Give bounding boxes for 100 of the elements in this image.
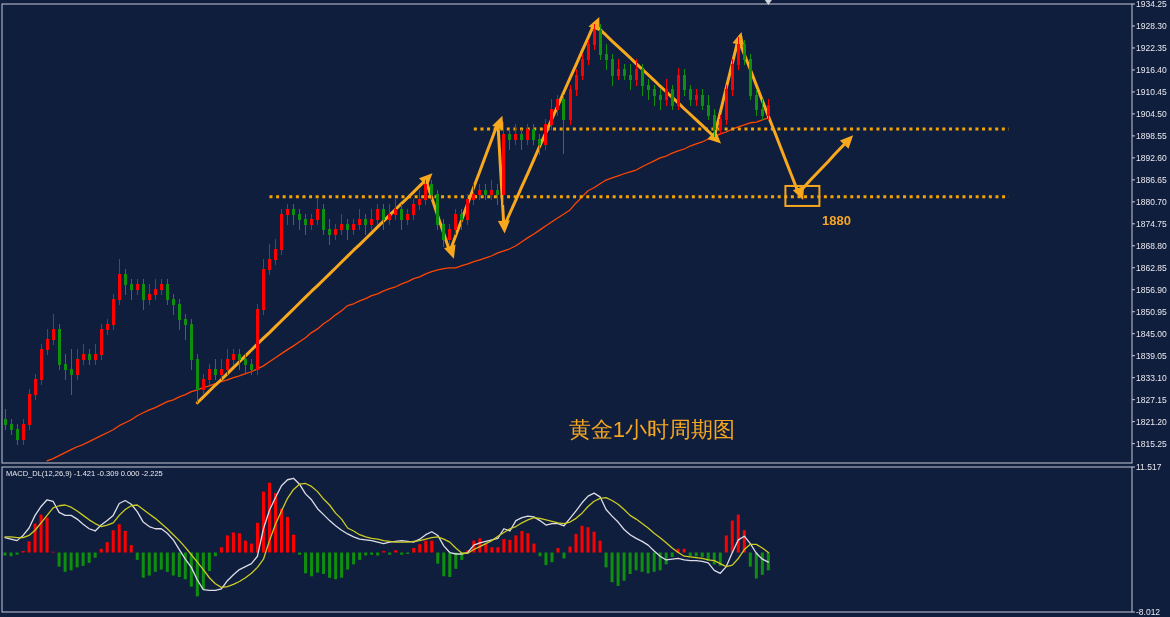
bar [736,514,740,553]
y-tick-label: 1898.55 [1136,130,1167,141]
bar [255,522,259,553]
y-tick-label: 1868.80 [1136,240,1167,251]
bar [604,552,608,568]
bar [33,523,37,553]
bar [520,530,524,553]
bar [261,491,265,553]
bar [334,552,338,580]
bar [292,534,296,553]
bar [39,514,43,553]
bar [574,533,578,553]
bar [628,552,632,575]
bar [532,543,536,553]
bar [310,552,314,577]
y-tick-label: 1880.70 [1136,196,1167,207]
bar [670,552,674,557]
bar [93,552,97,558]
point [707,130,722,144]
bar [448,552,452,578]
bar [424,540,428,553]
bar [562,552,566,559]
bar [69,552,73,571]
bar [634,552,638,571]
bar [352,552,356,565]
bar [610,552,614,583]
bar [219,547,223,553]
bar [63,552,67,572]
bar [502,539,506,553]
bar [105,542,109,553]
bar [117,524,121,553]
bar [286,516,290,553]
annotation: 黄金1小时周期图 [568,416,735,442]
bar [418,544,422,553]
y-tick-label: 1922.35 [1136,42,1167,53]
bar [442,552,446,577]
bar [730,520,734,553]
bar [135,552,139,560]
bar [748,552,752,567]
bar [75,552,79,568]
bar [87,552,91,563]
y-tick-label: 1856.90 [1136,284,1167,295]
bar [544,552,548,566]
point [839,135,854,149]
bar [171,552,175,576]
bar [165,552,169,572]
bar [159,552,163,570]
annotation: 1880 [821,213,851,229]
bar [225,535,229,553]
bar [412,548,416,553]
bar [568,546,572,553]
y-tick-label: 1874.75 [1136,218,1167,229]
bar [526,533,530,553]
bar [177,552,181,578]
bar [153,552,157,572]
bar [123,530,127,553]
bar [358,552,362,560]
bar [550,552,554,563]
bar [316,552,320,573]
bar [394,550,398,553]
bar [304,552,308,574]
y-tick-label: 1916.40 [1136,64,1167,75]
bar [586,527,590,553]
bar [640,552,644,572]
point [444,244,456,259]
y-tick-label: 1934.25 [1136,0,1167,9]
bar [249,543,253,553]
bar [147,552,151,576]
y-tick-label: 1904.50 [1136,108,1167,119]
bar [231,532,235,553]
bar [27,541,31,553]
bar [700,552,704,557]
y-tick-label: 1815.25 [1136,438,1167,449]
bar [430,540,434,553]
bar [508,539,512,553]
bar [592,531,596,553]
bar [646,552,650,574]
y-tick-label: 1833.10 [1136,372,1167,383]
line-series [46,117,770,462]
bar [496,547,500,553]
y-tick-label: 1892.60 [1136,152,1167,163]
bar [340,552,344,578]
bar [436,552,440,564]
bar [652,552,656,572]
bar [622,552,626,581]
y-tick-label: 1862.85 [1136,262,1167,273]
bar [99,548,103,553]
point [419,173,433,187]
bar [129,545,133,553]
bar [682,548,686,553]
bar [207,552,211,572]
bar [718,552,722,566]
y-tick-label: 1839.05 [1136,350,1167,361]
bar [346,552,350,570]
bar [57,552,61,567]
y-tick-label: 1928.30 [1136,20,1167,31]
bar [598,540,602,553]
y-tick-label: 1827.15 [1136,394,1167,405]
bar [616,552,620,586]
bar [45,517,49,553]
